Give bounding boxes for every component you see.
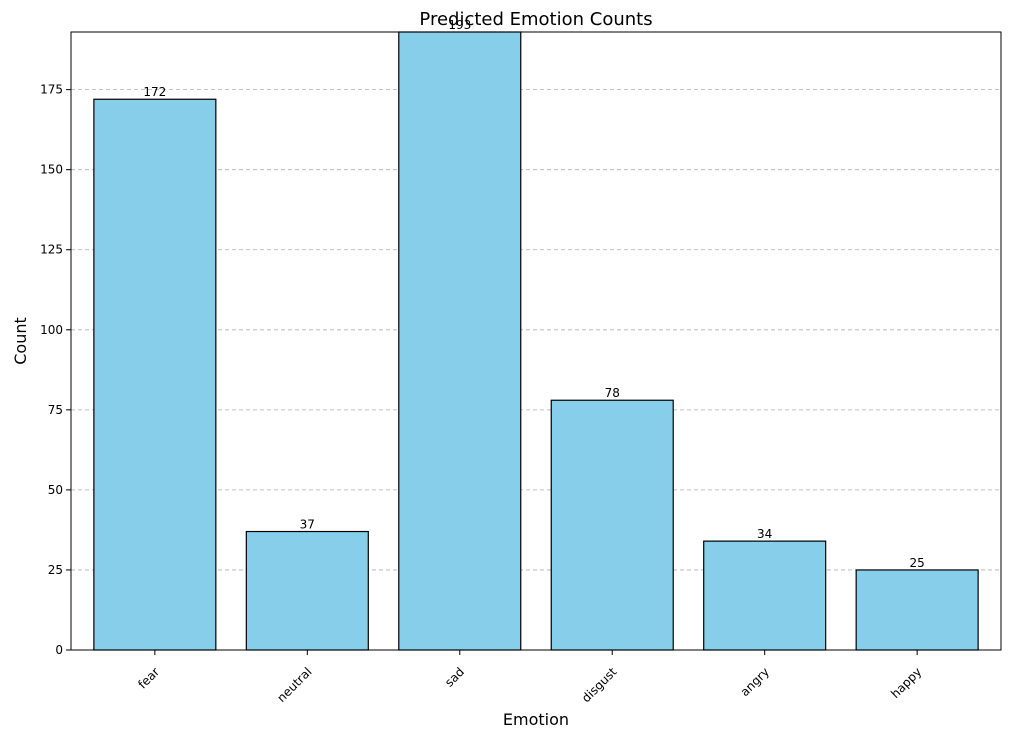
bar-fear: [93, 98, 217, 651]
x-tick-label-happy: happy: [888, 665, 924, 701]
y-tick-label: 175: [40, 83, 63, 97]
y-tick-label: 150: [40, 163, 63, 177]
data-label-sad: 193: [448, 18, 471, 32]
data-label-angry: 34: [757, 527, 772, 541]
x-tick-label-neutral: neutral: [274, 665, 314, 705]
y-tick-label: 50: [48, 483, 63, 497]
x-axis-label: Emotion: [503, 710, 569, 729]
data-label-neutral: 37: [300, 518, 315, 532]
data-label-happy: 25: [910, 556, 925, 570]
bar-angry: [703, 540, 827, 651]
data-label-fear: 172: [143, 85, 166, 99]
bars: [93, 31, 979, 651]
y-tick-label: 25: [48, 563, 63, 577]
y-gridlines: [71, 89, 1001, 571]
x-tick-label-disgust: disgust: [579, 665, 620, 706]
bar-sad: [398, 31, 522, 651]
y-tick-label: 0: [55, 643, 63, 657]
y-tick-label: 125: [40, 243, 63, 257]
y-axis-label: Count: [11, 317, 30, 365]
y-tick-label: 75: [48, 403, 63, 417]
data-label-disgust: 78: [605, 386, 620, 400]
bar-disgust: [550, 399, 674, 651]
y-axis: 0 25 50 75 100 125 150 175: [40, 83, 71, 657]
x-tick-label-sad: sad: [442, 665, 467, 690]
chart-title: Predicted Emotion Counts: [419, 9, 652, 30]
x-tick-label-angry: angry: [738, 665, 772, 699]
plot-frame: [70, 31, 1002, 651]
x-tick-label-fear: fear: [135, 665, 162, 692]
data-labels: 172 37 193 78 34 25: [143, 18, 924, 570]
bar-happy: [855, 569, 979, 651]
bar-neutral: [245, 530, 369, 651]
y-tick-label: 100: [40, 323, 63, 337]
x-axis: fear neutral sad disgust angry happy: [135, 650, 924, 705]
